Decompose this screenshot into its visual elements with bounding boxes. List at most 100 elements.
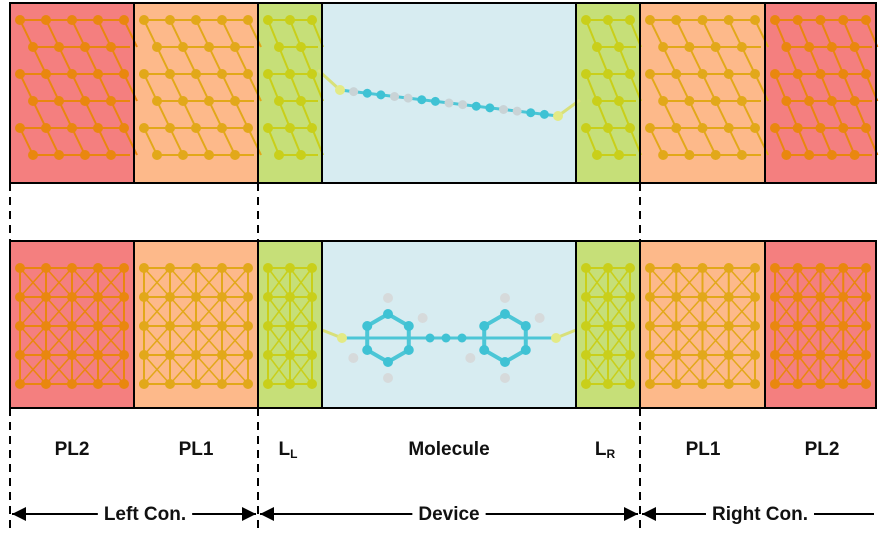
atom	[793, 321, 803, 331]
atom	[152, 150, 162, 160]
atom	[349, 87, 358, 96]
atom	[816, 123, 826, 133]
atom	[645, 321, 655, 331]
atom	[793, 379, 803, 389]
atom	[417, 95, 426, 104]
atom	[119, 15, 129, 25]
atom	[191, 263, 201, 273]
atom	[827, 42, 837, 52]
atom	[217, 350, 227, 360]
atom	[285, 123, 295, 133]
region-label-sub: R	[606, 447, 615, 461]
atom	[165, 292, 175, 302]
atom	[54, 150, 64, 160]
atom	[770, 379, 780, 389]
atom	[67, 15, 77, 25]
atom	[106, 150, 116, 160]
atom	[191, 123, 201, 133]
atom	[750, 321, 760, 331]
region-fill	[322, 241, 576, 408]
atom	[850, 150, 860, 160]
atom	[658, 96, 668, 106]
atom	[204, 150, 214, 160]
atom	[54, 96, 64, 106]
atom	[362, 345, 372, 355]
atom	[191, 379, 201, 389]
atom	[816, 263, 826, 273]
atom	[658, 42, 668, 52]
atom	[603, 321, 613, 331]
atom	[243, 379, 253, 389]
atom	[285, 379, 295, 389]
atom	[671, 123, 681, 133]
atom	[139, 350, 149, 360]
atom	[217, 292, 227, 302]
atom	[15, 292, 25, 302]
atom	[603, 123, 613, 133]
atom	[296, 96, 306, 106]
atom	[67, 292, 77, 302]
atom	[28, 150, 38, 160]
atom	[263, 321, 273, 331]
atom	[581, 379, 591, 389]
region-label-sub: L	[290, 447, 297, 461]
atom	[671, 15, 681, 25]
atom	[243, 69, 253, 79]
atom	[603, 263, 613, 273]
region-label: PL1	[179, 439, 214, 460]
atom	[178, 150, 188, 160]
atom	[861, 123, 871, 133]
atom	[307, 123, 317, 133]
atom	[243, 263, 253, 273]
atom	[592, 42, 602, 52]
atom	[551, 333, 561, 343]
region-label: LL	[279, 439, 298, 461]
atom	[67, 123, 77, 133]
atom	[383, 357, 393, 367]
region-label-main: PL2	[805, 439, 840, 460]
atom	[230, 150, 240, 160]
region-label-main: L	[279, 439, 291, 460]
atom	[737, 42, 747, 52]
atom	[274, 42, 284, 52]
atom	[458, 100, 467, 109]
atom	[724, 350, 734, 360]
atom	[243, 123, 253, 133]
atom	[442, 334, 451, 343]
atom	[581, 123, 591, 133]
region-label: PL2	[805, 439, 840, 460]
atom	[106, 96, 116, 106]
atom	[217, 69, 227, 79]
atom	[861, 263, 871, 273]
atom	[645, 350, 655, 360]
atom	[553, 111, 563, 121]
atom	[671, 263, 681, 273]
atom	[500, 357, 510, 367]
atom	[592, 96, 602, 106]
atom	[67, 263, 77, 273]
atom	[93, 350, 103, 360]
atom	[67, 350, 77, 360]
atom	[307, 263, 317, 273]
region-label-main: PL2	[55, 439, 90, 460]
atom	[838, 321, 848, 331]
atom	[838, 69, 848, 79]
atom	[645, 292, 655, 302]
atom	[614, 96, 624, 106]
atom	[472, 102, 481, 111]
atom	[770, 123, 780, 133]
atom	[15, 15, 25, 25]
atom	[390, 92, 399, 101]
atom	[54, 42, 64, 52]
atom	[383, 309, 393, 319]
atom	[274, 150, 284, 160]
region-label-main: Molecule	[408, 439, 489, 460]
atom	[793, 350, 803, 360]
atom	[724, 263, 734, 273]
atom	[243, 292, 253, 302]
atom	[861, 321, 871, 331]
atom	[698, 292, 708, 302]
atom	[724, 379, 734, 389]
atom	[15, 379, 25, 389]
